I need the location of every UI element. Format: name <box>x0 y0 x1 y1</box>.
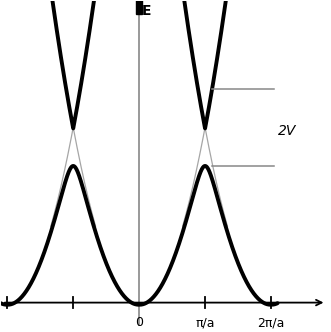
Text: 2V: 2V <box>278 124 296 138</box>
Text: 2π/a: 2π/a <box>257 316 285 329</box>
Text: E: E <box>142 4 151 19</box>
FancyBboxPatch shape <box>136 0 142 14</box>
Text: π/a: π/a <box>195 316 215 329</box>
Text: 0: 0 <box>135 316 143 329</box>
